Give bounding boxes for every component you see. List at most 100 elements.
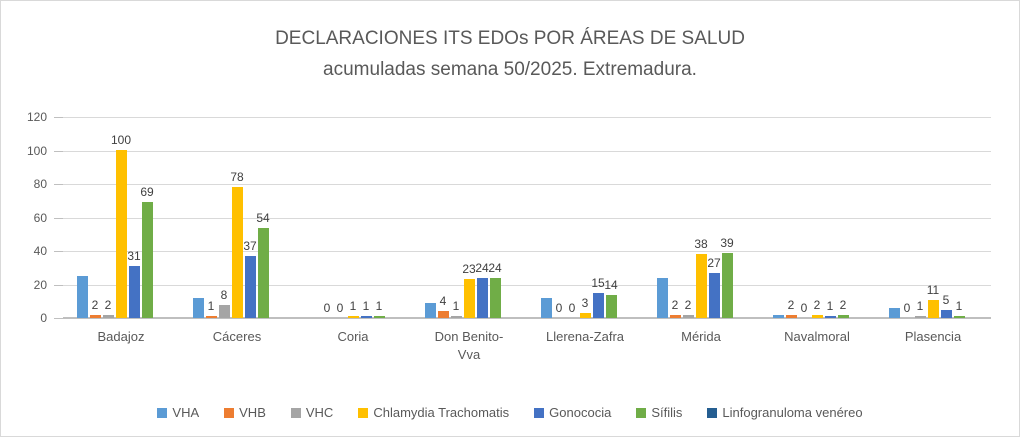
bar-vha-badajoz bbox=[76, 276, 88, 318]
bar-s-filis-m-rida bbox=[721, 253, 733, 318]
bar-s-filis-navalmoral bbox=[837, 315, 849, 318]
chart-title-block: DECLARACIONES ITS EDOs POR ÁREAS DE SALU… bbox=[1, 23, 1019, 85]
legend-swatch-icon bbox=[534, 407, 545, 418]
data-label: 1 bbox=[362, 299, 370, 313]
data-label: 1 bbox=[826, 299, 834, 313]
bar-vhc-plasencia bbox=[914, 316, 926, 318]
x-axis-label: Coria bbox=[337, 329, 369, 344]
legend-swatch-icon bbox=[224, 407, 235, 418]
bar-gonococia-c-ceres bbox=[244, 256, 256, 318]
bar-vhb-c-ceres bbox=[205, 316, 217, 318]
bar-s-filis-plasencia bbox=[953, 316, 965, 318]
y-axis-tick bbox=[54, 284, 63, 286]
bar-chlamydia-trachomatis-don-benito- bbox=[463, 279, 475, 318]
x-axis-label: Llerena-Zafra bbox=[545, 329, 625, 344]
x-axis-label: Navalmoral bbox=[784, 329, 850, 344]
bar-chlamydia-trachomatis-c-ceres bbox=[231, 187, 243, 318]
y-axis-label: 0 bbox=[40, 311, 47, 325]
bar-chlamydia-trachomatis-coria bbox=[347, 316, 359, 318]
bar-chlamydia-trachomatis-plasencia bbox=[927, 300, 939, 318]
legend-item-linfogranuloma-ven-reo: Linfogranuloma venéreo bbox=[707, 405, 863, 420]
gridline bbox=[63, 184, 991, 185]
bar-vhb-navalmoral bbox=[785, 315, 797, 318]
data-label: 1 bbox=[375, 299, 383, 313]
bar-vha-c-ceres bbox=[192, 298, 204, 318]
data-label: 24 bbox=[488, 261, 502, 275]
x-axis-label: Cáceres bbox=[212, 329, 262, 344]
chart-title: DECLARACIONES ITS EDOs POR ÁREAS DE SALU… bbox=[275, 28, 745, 49]
data-label: 37 bbox=[243, 239, 257, 253]
y-axis-tick bbox=[54, 251, 63, 252]
bar-vha-llerena-zafra bbox=[540, 298, 552, 318]
bar-vha-navalmoral bbox=[772, 315, 784, 318]
data-label: 0 bbox=[568, 301, 576, 315]
legend-swatch-icon bbox=[636, 407, 647, 418]
data-label: 2 bbox=[91, 298, 99, 312]
bar-gonococia-don-benito- bbox=[476, 278, 488, 318]
y-axis-tick bbox=[54, 217, 63, 219]
y-axis-label: 120 bbox=[26, 110, 47, 124]
data-label: 0 bbox=[903, 301, 911, 315]
legend-item-s-filis: Sífilis bbox=[636, 405, 682, 420]
legend-label: Sífilis bbox=[651, 405, 683, 420]
data-label: 0 bbox=[555, 301, 563, 315]
bar-vhc-c-ceres bbox=[218, 305, 230, 318]
legend-swatch-icon bbox=[707, 407, 718, 418]
x-axis-line bbox=[63, 317, 991, 319]
data-label: 54 bbox=[256, 211, 270, 225]
bar-gonococia-m-rida bbox=[708, 273, 720, 318]
gridline bbox=[63, 150, 991, 152]
x-axis-label: Mérida bbox=[681, 329, 721, 344]
data-label: 39 bbox=[720, 236, 734, 250]
legend-item-gonococia: Gonococia bbox=[534, 405, 611, 420]
data-label: 2 bbox=[839, 298, 847, 312]
data-label: 100 bbox=[110, 133, 132, 147]
bar-gonococia-plasencia bbox=[940, 310, 952, 318]
bar-gonococia-badajoz bbox=[128, 266, 140, 318]
data-label: 2 bbox=[684, 298, 692, 312]
data-label: 15 bbox=[591, 276, 605, 290]
bar-chlamydia-trachomatis-navalmoral bbox=[811, 315, 823, 318]
bar-s-filis-llerena-zafra bbox=[605, 295, 617, 318]
bar-s-filis-badajoz bbox=[141, 202, 153, 318]
data-label: 69 bbox=[140, 185, 154, 199]
data-label: 1 bbox=[916, 299, 924, 313]
data-label: 1 bbox=[452, 299, 460, 313]
bar-vhc-m-rida bbox=[682, 315, 694, 318]
bar-gonococia-coria bbox=[360, 316, 372, 318]
bar-vhc-badajoz bbox=[102, 315, 114, 318]
legend-swatch-icon bbox=[290, 407, 301, 418]
data-label: 31 bbox=[127, 249, 141, 263]
data-label: 0 bbox=[323, 301, 331, 315]
bar-vhb-m-rida bbox=[669, 315, 681, 318]
legend-item-vha: VHA bbox=[157, 405, 199, 420]
bar-gonococia-llerena-zafra bbox=[592, 293, 604, 318]
bar-chlamydia-trachomatis-llerena-zafra bbox=[579, 313, 591, 318]
legend-label: VHB bbox=[239, 405, 266, 420]
y-axis-label: 80 bbox=[33, 177, 47, 191]
legend: VHA VHB VHC Chlamydia Trachomatis Gonococia S… bbox=[1, 405, 1019, 420]
chart-subtitle: acumuladas semana 50/2025. Extremadura. bbox=[323, 59, 697, 80]
data-label: 27 bbox=[707, 256, 721, 270]
data-label: 1 bbox=[955, 299, 963, 313]
bar-gonococia-navalmoral bbox=[824, 316, 836, 318]
y-axis-label: 40 bbox=[33, 244, 47, 258]
legend-swatch-icon bbox=[157, 407, 168, 418]
legend-label: Gonococia bbox=[549, 405, 612, 420]
x-axis-label: Plasencia bbox=[904, 329, 962, 344]
data-label: 0 bbox=[800, 301, 808, 315]
legend-label: Linfogranuloma venéreo bbox=[722, 405, 863, 420]
legend-label: VHC bbox=[305, 405, 334, 420]
data-label: 14 bbox=[604, 278, 618, 292]
data-label: 5 bbox=[942, 293, 950, 307]
y-axis-tick bbox=[54, 184, 63, 185]
data-label: 1 bbox=[349, 299, 357, 313]
data-label: 3 bbox=[581, 296, 589, 310]
data-label: 0 bbox=[336, 301, 344, 315]
data-label: 78 bbox=[230, 170, 244, 184]
data-label: 38 bbox=[694, 237, 708, 251]
bar-vhb-don-benito- bbox=[437, 311, 449, 318]
bar-s-filis-don-benito- bbox=[489, 278, 501, 318]
